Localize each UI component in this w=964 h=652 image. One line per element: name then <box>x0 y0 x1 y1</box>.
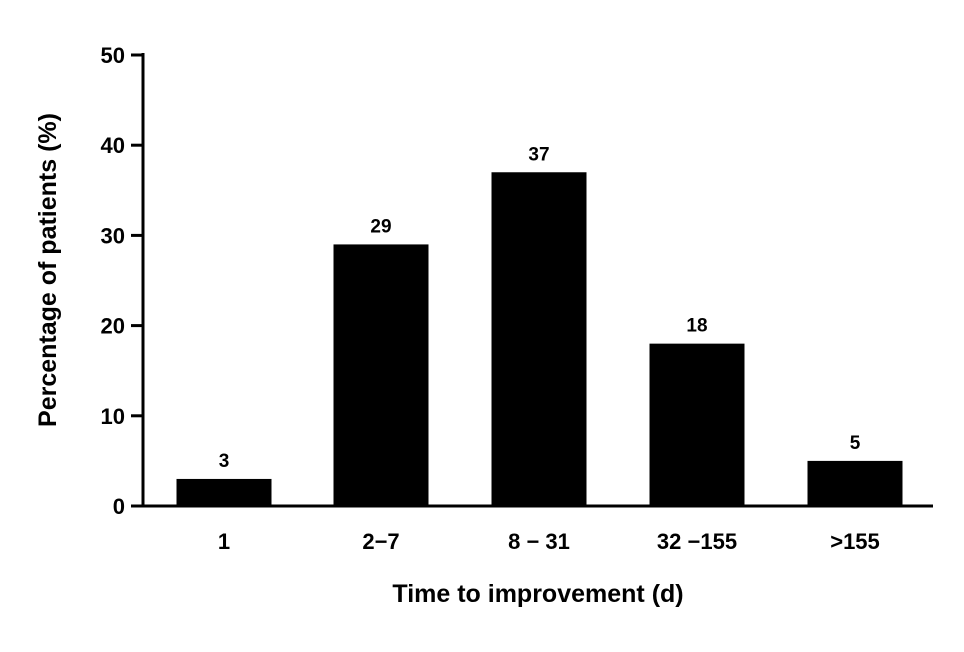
x-tick-labels-layer: 1 2−7 8 − 31 32 −155 >155 <box>218 529 880 554</box>
x-axis-title: Time to improvement (d) <box>392 580 683 608</box>
bar <box>807 460 903 506</box>
x-tick-label: 8 − 31 <box>508 529 570 554</box>
y-axis-title: Percentage of patients (%) <box>34 113 62 427</box>
y-ticks-layer: 0 10 20 30 40 50 <box>101 43 143 519</box>
y-tick-label: 20 <box>101 314 125 339</box>
bars-layer <box>176 172 903 507</box>
data-labels-layer: 3 29 37 18 5 <box>219 144 861 472</box>
bar-value-label: 5 <box>850 433 861 454</box>
bar-value-label: 18 <box>686 316 707 337</box>
x-tick-label: 32 −155 <box>657 529 737 554</box>
bar-value-label: 29 <box>370 216 391 237</box>
bar <box>491 172 587 506</box>
bar <box>649 343 745 506</box>
y-tick-label: 50 <box>101 43 125 68</box>
y-tick-label: 10 <box>101 404 125 429</box>
x-tick-label: 2−7 <box>362 529 399 554</box>
bar <box>333 244 429 507</box>
bar-value-label: 3 <box>219 451 230 472</box>
bar <box>176 478 272 506</box>
y-tick-label: 0 <box>113 494 125 519</box>
y-tick-label: 40 <box>101 133 125 158</box>
x-tick-label: >155 <box>830 529 880 554</box>
x-tick-label: 1 <box>218 529 230 554</box>
bar-value-label: 37 <box>528 144 549 165</box>
y-tick-label: 30 <box>101 223 125 248</box>
